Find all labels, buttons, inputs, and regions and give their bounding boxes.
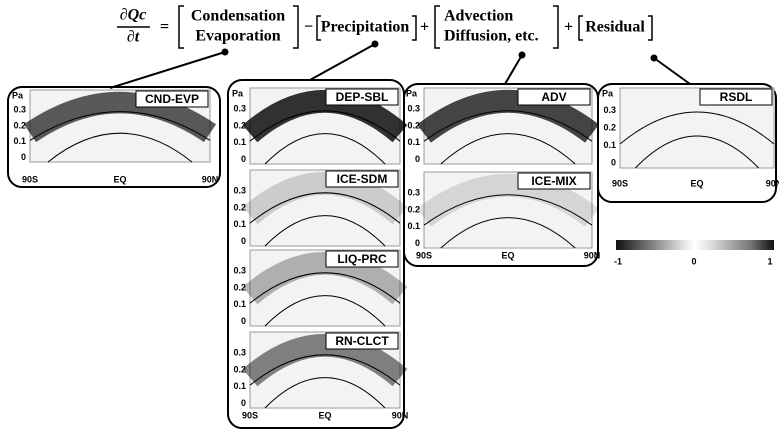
connector — [310, 44, 375, 80]
y-tick-label: 0.1 — [233, 137, 246, 147]
term: Condensation — [191, 8, 285, 25]
term: Residual — [585, 19, 645, 36]
y-tick-label: 0 — [241, 236, 246, 246]
y-tick-label: 0.3 — [407, 188, 420, 198]
connector — [654, 58, 690, 84]
y-tick-label: 0 — [241, 154, 246, 164]
x-tick-label: 90N — [766, 178, 779, 188]
colorbar — [616, 240, 774, 250]
y-tick-label: 0.3 — [407, 104, 420, 114]
y-tick-label: 0.3 — [603, 105, 616, 115]
y-tick-label: 0 — [241, 316, 246, 326]
y-tick-label: 0.1 — [407, 137, 420, 147]
panel-label: LIQ-PRC — [337, 252, 387, 266]
panel-group: CND-EVP Pa 0.3 0.2 0.1 0 90S EQ 90N — [8, 87, 220, 187]
y-axis-label: Pa — [12, 90, 24, 100]
y-tick-label: 0.1 — [233, 219, 246, 229]
dot — [652, 56, 657, 61]
connectors — [110, 42, 690, 89]
equation: ∂Qc ∂t = Condensation Evaporation − Prec… — [117, 6, 652, 48]
y-axis-label: Pa — [602, 88, 614, 98]
panel-label: RSDL — [720, 90, 753, 104]
term: Evaporation — [195, 28, 280, 45]
y-tick-label: 0 — [611, 158, 616, 168]
panel-label: RN-CLCT — [335, 334, 389, 348]
x-tick-label: EQ — [690, 178, 703, 188]
y-tick-label: 0.3 — [233, 186, 246, 196]
dot — [223, 50, 228, 55]
operator: − — [304, 19, 313, 36]
y-tick-label: 0.1 — [603, 140, 616, 150]
term: Advection — [444, 8, 513, 25]
panel-group: ADV Pa 0.3 0.2 0.1 0 ICE-MIX 0.3 0.2 0.1 0 90S EQ 90N — [404, 84, 600, 266]
lhs-denominator: ∂t — [127, 29, 140, 46]
connector — [110, 52, 225, 88]
y-tick-label: 0 — [241, 398, 246, 408]
y-tick-label: 0.3 — [13, 105, 26, 115]
y-tick-label: 0.2 — [407, 204, 420, 214]
y-tick-label: 0 — [415, 154, 420, 164]
panel-label: ADV — [541, 90, 566, 104]
panel-label: DEP-SBL — [336, 90, 389, 104]
x-tick-label: 90S — [416, 250, 432, 260]
y-axis-label: Pa — [406, 88, 418, 98]
panel-group: RSDL Pa 0.3 0.2 0.1 0 90S EQ 90N — [598, 84, 779, 202]
panel-label: ICE-MIX — [531, 174, 576, 188]
panel-label: ICE-SDM — [337, 172, 388, 186]
y-tick-label: 0.3 — [233, 104, 246, 114]
y-tick-label: 0.3 — [233, 348, 246, 358]
y-tick-label: 0 — [415, 238, 420, 248]
x-tick-label: 90N — [584, 250, 601, 260]
y-tick-label: 0.1 — [13, 136, 26, 146]
colorbar-tick: -1 — [614, 256, 622, 266]
y-tick-label: 0.2 — [233, 364, 246, 374]
term: Precipitation — [321, 19, 410, 36]
equals: = — [160, 19, 169, 36]
operator: + — [564, 19, 573, 36]
y-tick-label: 0.2 — [233, 202, 246, 212]
x-tick-label: 90S — [612, 178, 628, 188]
dot — [373, 42, 378, 47]
connector — [505, 55, 522, 84]
x-tick-label: EQ — [318, 410, 331, 420]
x-tick-label: 90N — [392, 410, 409, 420]
y-tick-label: 0.1 — [407, 221, 420, 231]
figure: ∂Qc ∂t = Condensation Evaporation − Prec… — [0, 0, 779, 432]
colorbar-tick: 1 — [767, 256, 772, 266]
y-tick-label: 0.2 — [233, 120, 246, 130]
y-tick-label: 0.1 — [233, 299, 246, 309]
y-tick-label: 0.3 — [233, 266, 246, 276]
y-tick-label: 0.2 — [13, 120, 26, 130]
y-axis-label: Pa — [232, 88, 244, 98]
panel-label: CND-EVP — [145, 92, 199, 106]
x-tick-label: EQ — [113, 174, 126, 184]
x-tick-label: 90N — [202, 174, 219, 184]
y-tick-label: 0.2 — [603, 122, 616, 132]
term: Diffusion, etc. — [444, 28, 539, 45]
y-tick-label: 0.2 — [233, 282, 246, 292]
x-tick-label: 90S — [22, 174, 38, 184]
y-tick-label: 0.2 — [407, 120, 420, 130]
x-tick-label: EQ — [501, 250, 514, 260]
dot — [520, 53, 525, 58]
colorbar-tick: 0 — [691, 256, 696, 266]
y-tick-label: 0 — [21, 152, 26, 162]
y-tick-label: 0.1 — [233, 381, 246, 391]
operator: + — [420, 19, 429, 36]
panel-group: DEP-SBL Pa 0.3 0.2 0.1 0 ICE-SDM 0.3 0.2 0.1 0 LIQ-… — [228, 80, 408, 428]
lhs-numerator: ∂Qc — [120, 7, 147, 24]
x-tick-label: 90S — [242, 410, 258, 420]
